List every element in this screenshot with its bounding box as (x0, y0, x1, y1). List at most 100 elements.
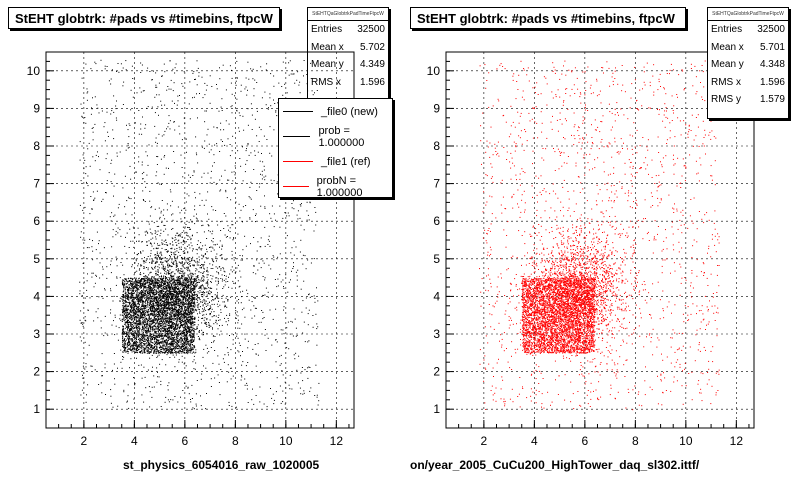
scatter-point (160, 350, 162, 352)
scatter-point (143, 335, 145, 337)
scatter-point (189, 265, 191, 267)
scatter-point (123, 319, 125, 321)
scatter-point (183, 288, 185, 290)
scatter-point (140, 340, 142, 342)
scatter-point (144, 295, 146, 296)
scatter-point (173, 261, 175, 263)
left-panel: StEHT globtrk: #pads vs #timebins, ftpcW… (8, 7, 389, 472)
scatter-point (184, 344, 186, 346)
scatter-point (150, 349, 152, 350)
scatter-point (169, 279, 171, 281)
scatter-point (177, 309, 179, 311)
scatter-point (165, 313, 167, 315)
scatter-point (185, 309, 187, 311)
scatter-point (127, 287, 129, 288)
scatter-point (191, 313, 193, 314)
scatter-point (145, 277, 147, 279)
scatter-point (138, 302, 140, 304)
scatter-point (184, 329, 186, 331)
scatter-point (132, 308, 134, 310)
scatter-point (180, 291, 182, 293)
scatter-point (161, 321, 162, 322)
scatter-point (122, 318, 124, 320)
scatter-point (142, 335, 144, 337)
scatter-point (194, 273, 196, 275)
scatter-point (148, 348, 150, 350)
scatter-point (137, 309, 139, 311)
scatter-point (151, 333, 153, 335)
scatter-point (135, 316, 136, 317)
scatter-point (209, 308, 211, 309)
scatter-point (133, 274, 135, 276)
scatter-point (177, 348, 178, 350)
scatter-point (180, 342, 182, 344)
scatter-point (127, 305, 129, 307)
scatter-point (182, 300, 184, 302)
scatter-point (151, 349, 153, 351)
scatter-point (189, 265, 191, 266)
scatter-point (169, 305, 171, 306)
scatter-point (160, 334, 162, 336)
scatter-point (184, 279, 186, 280)
scatter-point (139, 346, 141, 348)
scatter-point (143, 316, 145, 318)
scatter-point (170, 315, 172, 317)
scatter-point (131, 326, 133, 328)
scatter-point (196, 260, 198, 262)
scatter-point (164, 334, 165, 336)
scatter-point (175, 296, 176, 298)
scatter-point (140, 309, 142, 311)
scatter-point (145, 345, 147, 347)
scatter-point (190, 285, 192, 287)
scatter-point (217, 224, 219, 226)
scatter-point (188, 269, 190, 271)
scatter-point (182, 348, 184, 350)
scatter-point (136, 305, 138, 307)
scatter-point (180, 286, 182, 288)
scatter-point (206, 281, 208, 283)
scatter-point (166, 348, 168, 350)
scatter-point (134, 301, 136, 303)
scatter-point (153, 285, 155, 286)
scatter-point (146, 332, 148, 334)
scatter-point (137, 308, 139, 310)
stats-row: Mean y 4.349 (311, 59, 385, 70)
scatter-point (136, 314, 138, 316)
scatter-point (198, 246, 200, 248)
scatter-point (179, 349, 181, 351)
scatter-point (126, 314, 128, 316)
scatter-point (157, 302, 159, 304)
scatter-point (156, 316, 158, 317)
scatter-point (130, 315, 131, 317)
scatter-point (130, 317, 132, 319)
scatter-point (136, 335, 138, 337)
scatter-point (136, 339, 137, 340)
scatter-point (174, 328, 176, 330)
scatter-point (134, 285, 136, 287)
scatter-point (173, 302, 175, 304)
scatter-point (123, 296, 125, 298)
scatter-point (180, 337, 181, 339)
scatter-point (129, 280, 131, 281)
scatter-point (191, 321, 193, 323)
scatter-point (138, 286, 140, 288)
scatter-point (180, 303, 182, 305)
scatter-point (157, 342, 159, 344)
scatter-point (157, 350, 159, 352)
scatter-point (155, 291, 157, 293)
scatter-point (181, 338, 182, 340)
scatter-point (129, 316, 131, 317)
scatter-point (176, 321, 178, 323)
scatter-point (228, 320, 230, 322)
scatter-point (186, 347, 188, 349)
scatter-point (164, 225, 166, 226)
scatter-point (148, 280, 150, 282)
scatter-point (171, 284, 173, 286)
scatter-point (167, 346, 169, 348)
scatter-point (155, 282, 156, 283)
scatter-point (194, 352, 196, 354)
scatter-point (136, 334, 138, 336)
scatter-point (177, 285, 179, 287)
scatter-point (180, 287, 182, 289)
scatter-point (138, 280, 140, 282)
